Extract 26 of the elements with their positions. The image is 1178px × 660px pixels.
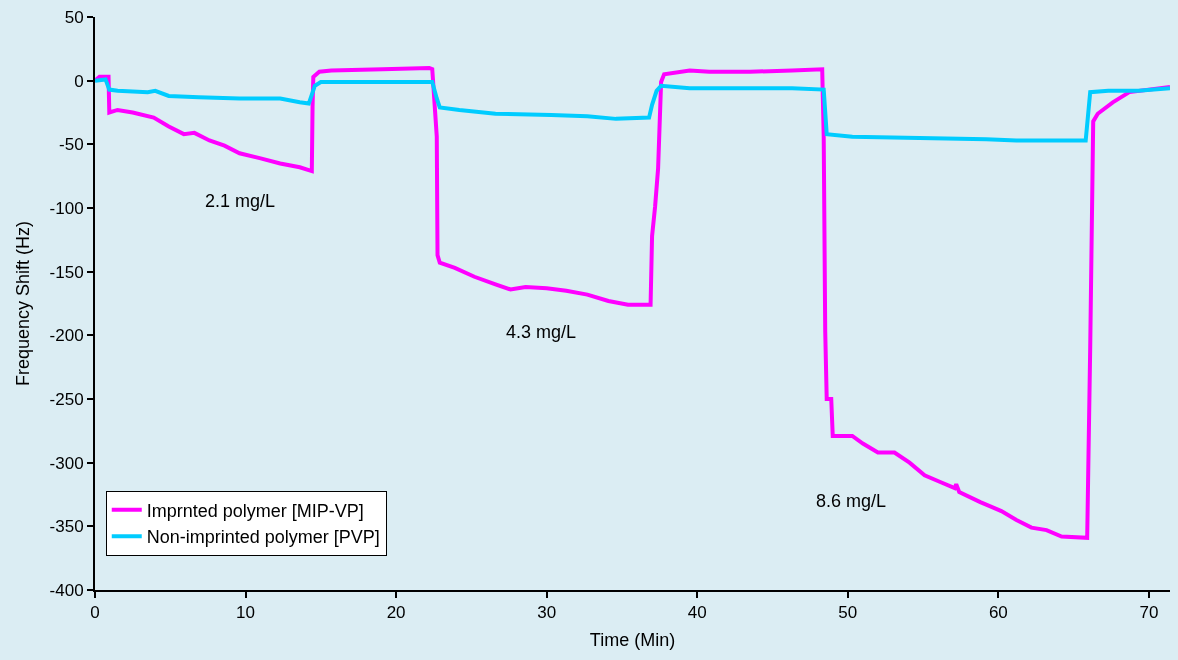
x-tick-label: 30 <box>537 603 557 623</box>
x-tick-label: 40 <box>687 603 707 623</box>
y-tick-label: 0 <box>74 71 84 91</box>
y-tick-label: -100 <box>49 198 84 218</box>
annotation: 2.1 mg/L <box>205 191 276 211</box>
legend-label: Non-imprinted polymer [PVP] <box>146 527 380 548</box>
legend-label: Imprnted polymer [MIP-VP] <box>146 500 364 521</box>
x-tick-label: 20 <box>386 603 406 623</box>
x-tick-label: 50 <box>838 603 858 623</box>
y-tick-label: -50 <box>59 135 84 155</box>
x-tick-label: 70 <box>1139 603 1159 623</box>
line-series <box>95 77 1170 143</box>
y-tick-label: -350 <box>49 517 84 537</box>
x-tick-label: 60 <box>988 603 1008 623</box>
y-tick-label: -300 <box>49 453 84 473</box>
y-tick-label: -250 <box>49 389 84 409</box>
y-tick-label: -400 <box>49 580 84 600</box>
annotation: 8.6 mg/L <box>816 491 887 511</box>
x-tick-label: 0 <box>90 603 100 623</box>
annotation: 4.3 mg/L <box>506 322 577 342</box>
y-axis-title: Frequency Shift (Hz) <box>13 220 34 387</box>
x-axis-title: Time (Min) <box>589 630 676 650</box>
y-tick-label: 50 <box>64 7 84 27</box>
y-tick-label: -200 <box>49 326 84 346</box>
y-tick-label: -150 <box>49 262 84 282</box>
x-tick-label: 10 <box>236 603 256 623</box>
